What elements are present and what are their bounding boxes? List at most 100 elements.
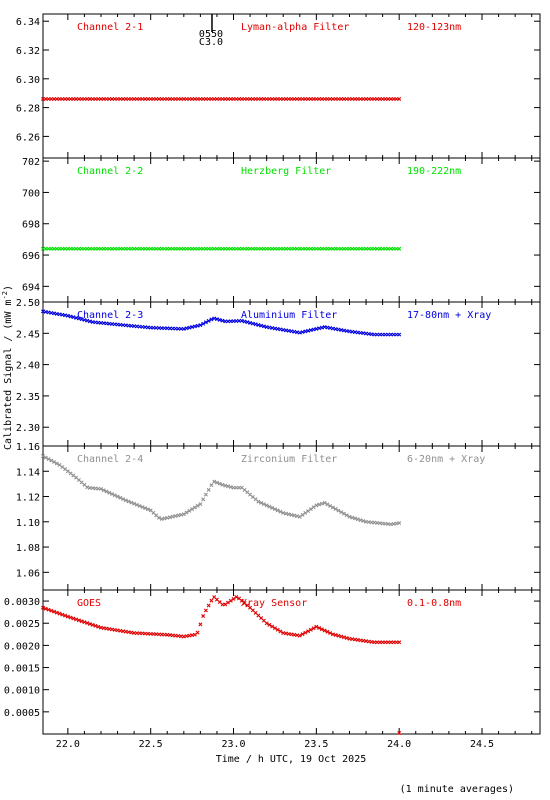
data-point <box>234 595 239 600</box>
data-point <box>278 629 283 634</box>
data-point <box>76 316 81 321</box>
data-point <box>184 634 189 639</box>
data-point <box>292 329 297 334</box>
data-point <box>267 325 272 330</box>
data-point <box>214 480 219 485</box>
data-point <box>314 503 319 508</box>
data-point <box>41 309 45 314</box>
panel-2: 694 696 698 700 702 Channel 2-2 Herzberg Filte… <box>22 157 541 303</box>
data-point <box>344 636 349 640</box>
y-tick-label: 1.10 <box>16 518 40 529</box>
y-tick-label: 0.0020 <box>4 641 40 652</box>
data-point <box>341 511 346 516</box>
data-point <box>397 246 402 251</box>
panel-title: Channel 2-3 <box>77 310 143 321</box>
data-point <box>129 500 134 505</box>
data-point <box>129 630 134 635</box>
data-point <box>226 600 230 605</box>
data-point <box>297 330 302 335</box>
data-point <box>344 513 349 518</box>
data-point <box>201 614 206 619</box>
data-point <box>358 518 363 523</box>
data-point <box>272 507 277 512</box>
x-tick-label: 24.0 <box>387 739 411 750</box>
data-point <box>339 327 344 332</box>
data-point <box>101 488 106 493</box>
data-point <box>206 318 211 323</box>
data-point <box>256 499 261 504</box>
x-tick-label: 23.5 <box>304 739 328 750</box>
data-point <box>242 319 247 324</box>
data-point <box>49 608 54 613</box>
x-axis-label: Time / h UTC, 19 Oct 2025 <box>216 754 367 765</box>
data-point <box>203 320 208 325</box>
data-point <box>203 608 208 613</box>
data-point <box>52 609 57 614</box>
panel-filter: Xray Sensor <box>241 598 307 609</box>
data-point <box>314 624 319 629</box>
data-point <box>60 612 65 617</box>
data-point <box>68 615 73 620</box>
data-point <box>52 311 57 316</box>
data-point <box>322 628 327 633</box>
data-point <box>341 328 346 333</box>
data-point <box>297 633 302 638</box>
data-point <box>206 487 211 492</box>
data-point <box>190 325 195 330</box>
data-point <box>195 630 200 635</box>
data-point <box>250 321 255 326</box>
y-tick-label: 0.0005 <box>4 708 40 719</box>
data-point <box>79 317 84 322</box>
data-point <box>98 625 103 630</box>
data-point <box>137 503 142 508</box>
data-point <box>353 516 357 521</box>
data-point <box>85 318 90 323</box>
flare-marker-time: 0550 <box>199 29 223 40</box>
data-point <box>264 325 269 330</box>
data-point <box>283 511 288 516</box>
panel-filter: Aluminium Filter <box>241 310 337 321</box>
data-point <box>317 626 322 631</box>
data-point <box>289 512 294 517</box>
data-point <box>63 613 68 618</box>
data-point <box>165 515 170 520</box>
data-point <box>317 326 322 331</box>
panel-title: Channel 2-2 <box>77 166 143 177</box>
panel-frame <box>42 301 541 447</box>
data-point <box>325 629 330 634</box>
data-point <box>292 632 297 637</box>
panel-filter: Herzberg Filter <box>241 166 331 177</box>
data-point <box>303 510 308 515</box>
data-point <box>123 629 128 634</box>
panel-band: 6-20nm + Xray <box>407 454 485 465</box>
data-point <box>181 512 186 517</box>
data-point <box>281 510 286 515</box>
y-tick-label: 2.50 <box>16 298 40 309</box>
data-point <box>261 502 266 507</box>
y-tick-label: 694 <box>22 282 40 293</box>
data-point <box>168 515 172 520</box>
data-point <box>308 507 313 512</box>
data-point <box>264 503 269 508</box>
data-point <box>261 324 266 329</box>
data-point <box>54 610 59 615</box>
data-point <box>300 330 305 335</box>
panel-band: 190-222nm <box>407 166 461 177</box>
data-point <box>303 630 308 635</box>
data-point <box>107 627 112 631</box>
data-point <box>203 492 208 497</box>
panel-band: 0.1-0.8nm <box>407 598 461 609</box>
data-point <box>206 603 211 608</box>
data-point <box>300 512 305 517</box>
data-point <box>195 503 200 508</box>
data-point <box>228 598 233 603</box>
data-point <box>220 482 225 487</box>
data-point <box>104 626 109 631</box>
data-point <box>57 611 62 616</box>
data-point <box>121 629 126 634</box>
data-point <box>261 618 266 623</box>
data-point <box>184 510 189 515</box>
data-point <box>65 614 70 619</box>
data-point <box>173 514 178 519</box>
data-point <box>187 325 192 330</box>
